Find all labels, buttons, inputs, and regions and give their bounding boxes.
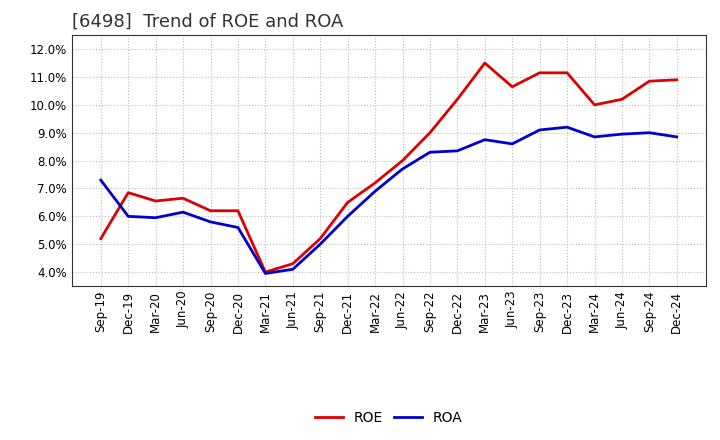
ROA	[206, 219, 215, 224]
ROA	[426, 150, 434, 155]
ROA	[563, 125, 572, 130]
ROA	[343, 214, 352, 219]
ROA	[124, 214, 132, 219]
ROA	[480, 137, 489, 142]
ROE	[233, 208, 242, 213]
ROA	[261, 271, 270, 276]
ROE	[151, 198, 160, 204]
ROA	[672, 134, 681, 139]
ROE	[179, 195, 187, 201]
ROA	[96, 177, 105, 183]
ROA	[508, 141, 516, 147]
ROE	[426, 130, 434, 136]
ROA	[398, 166, 407, 172]
ROA	[371, 189, 379, 194]
Text: [6498]  Trend of ROE and ROA: [6498] Trend of ROE and ROA	[72, 13, 343, 31]
Legend: ROE, ROA: ROE, ROA	[310, 406, 468, 431]
ROA	[536, 127, 544, 132]
ROE	[508, 84, 516, 89]
ROE	[124, 190, 132, 195]
ROE	[398, 158, 407, 163]
ROE	[316, 236, 325, 241]
ROE	[645, 78, 654, 84]
ROE	[96, 236, 105, 241]
ROE	[563, 70, 572, 75]
ROA	[179, 209, 187, 215]
ROE	[371, 180, 379, 186]
ROE	[618, 97, 626, 102]
ROA	[151, 215, 160, 220]
Line: ROA: ROA	[101, 127, 677, 273]
ROA	[645, 130, 654, 136]
ROE	[453, 97, 462, 102]
ROA	[316, 242, 325, 247]
ROE	[590, 102, 599, 107]
ROE	[206, 208, 215, 213]
ROA	[453, 148, 462, 154]
ROE	[343, 200, 352, 205]
ROE	[480, 60, 489, 66]
ROA	[233, 225, 242, 230]
ROA	[618, 132, 626, 137]
ROA	[590, 134, 599, 139]
ROE	[261, 269, 270, 275]
ROA	[289, 267, 297, 272]
Line: ROE: ROE	[101, 63, 677, 272]
ROE	[672, 77, 681, 82]
ROE	[289, 261, 297, 266]
ROE	[536, 70, 544, 75]
